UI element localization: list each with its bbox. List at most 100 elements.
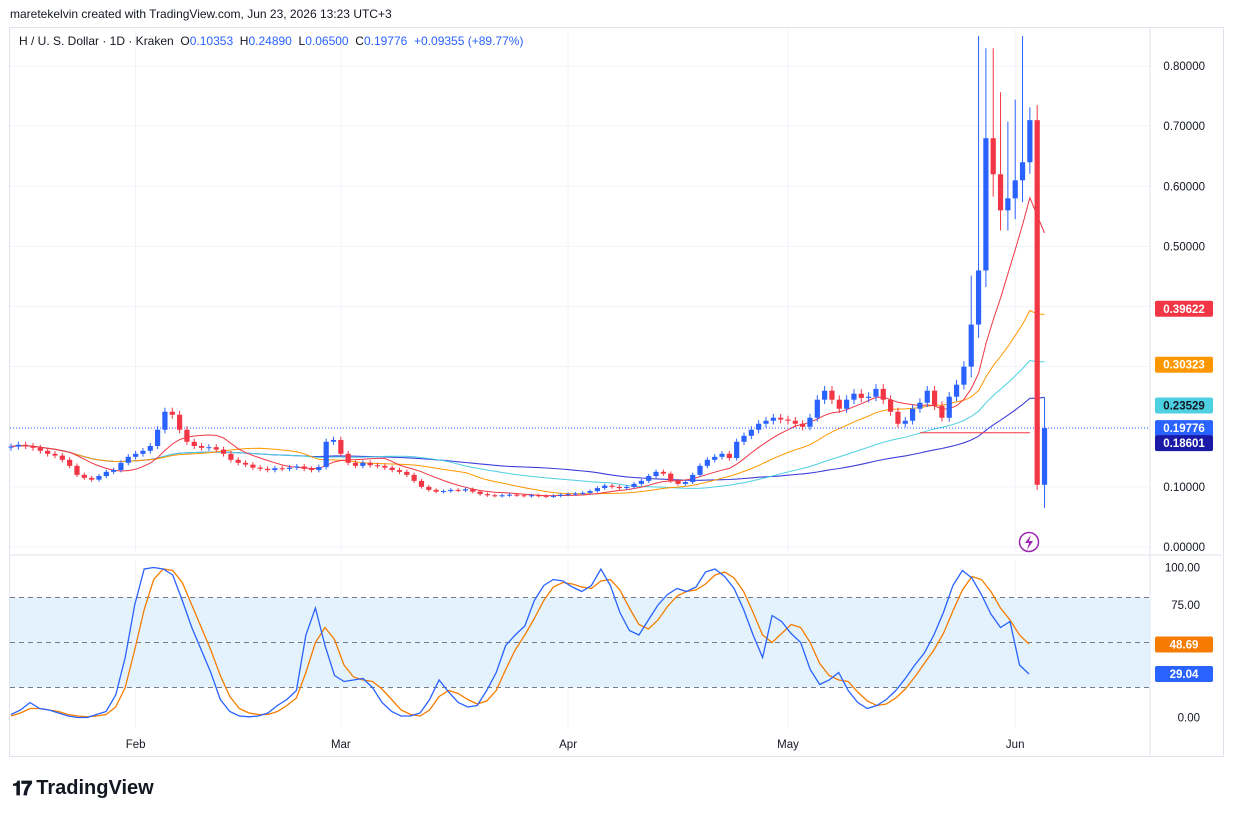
- candle-body: [550, 495, 557, 497]
- symbol-name[interactable]: H / U. S. Dollar · 1D · Kraken: [19, 34, 174, 48]
- candle-body: [367, 462, 373, 466]
- candle-body: [484, 494, 491, 496]
- candle-body: [712, 456, 718, 460]
- candle-body: [89, 477, 95, 480]
- price-axis[interactable]: 0.80000 0.70000 0.60000 0.50000 0.10000 0.000…: [1163, 61, 1205, 554]
- osc-tag-bg: [1155, 665, 1213, 682]
- symbol-legend: H / U. S. Dollar · 1D · Kraken O0.10353 …: [19, 34, 523, 48]
- price-tick-label: 0.10000: [1163, 482, 1205, 494]
- candle-body: [778, 417, 784, 420]
- candle-body: [440, 491, 447, 493]
- time-axis[interactable]: Feb Mar Apr May Jun: [126, 739, 1025, 751]
- candle-body: [587, 491, 593, 493]
- candle-body: [543, 495, 549, 497]
- candle-body: [631, 483, 637, 487]
- candle-body: [213, 447, 219, 450]
- attribution-header: maretekelvin created with TradingView.co…: [10, 7, 392, 21]
- candle-body: [756, 423, 762, 430]
- candle-body: [931, 390, 938, 406]
- candle-body: [52, 453, 58, 456]
- candle-body: [506, 494, 513, 496]
- candle-body: [455, 489, 461, 491]
- candle-body: [602, 485, 608, 489]
- candle-body: [264, 468, 271, 471]
- candle-body: [873, 388, 879, 397]
- candle-body: [726, 453, 732, 459]
- price-tag-bg: [1155, 435, 1213, 452]
- high-label: H: [239, 34, 249, 48]
- candle-body: [997, 174, 1004, 211]
- candle-body: [360, 462, 366, 466]
- price-tag-bg: [1155, 356, 1213, 373]
- candle-body: [888, 399, 894, 412]
- candle-body: [272, 468, 278, 471]
- candle-body: [74, 465, 80, 475]
- candle-body: [37, 447, 43, 451]
- candle-body: [499, 495, 505, 497]
- candle-body: [191, 441, 197, 446]
- candle-body: [308, 468, 315, 471]
- stoch-k-line: [10, 566, 1030, 719]
- candle-body: [675, 480, 681, 484]
- candle-body: [800, 423, 806, 427]
- candle-body: [294, 466, 300, 468]
- candle-body: [975, 270, 982, 325]
- osc-tick-label: 0.00: [1178, 713, 1200, 725]
- candle-body: [198, 445, 205, 448]
- tradingview-logo[interactable]: 𝟏𝟕 TradingView: [12, 776, 154, 800]
- candle-body: [206, 447, 212, 449]
- chart-frame: [9, 27, 1224, 757]
- price-tick-label: 0.80000: [1163, 61, 1205, 73]
- candle-body: [470, 489, 476, 492]
- candle-body: [902, 420, 908, 424]
- candle-body: [734, 441, 740, 459]
- candle-body: [704, 459, 710, 466]
- candle-body: [81, 474, 87, 478]
- price-tag-bg: [1155, 420, 1213, 437]
- ma-fast-line: [10, 196, 1045, 497]
- flash-icon[interactable]: [1018, 531, 1040, 553]
- candle-body: [917, 402, 923, 409]
- candle-body: [521, 495, 527, 497]
- candle-body: [609, 485, 615, 487]
- candle-body: [162, 411, 168, 430]
- candle-body: [67, 459, 73, 466]
- candle-body: [653, 471, 659, 477]
- candle-body: [118, 462, 124, 471]
- candle-body: [785, 419, 791, 421]
- candle-body: [220, 449, 227, 454]
- candle-body: [374, 465, 381, 467]
- oscillator-axis[interactable]: 100.00 75.00 0.00: [1165, 563, 1200, 725]
- candle-body: [30, 445, 36, 448]
- candle-body: [133, 453, 139, 457]
- candle-body: [668, 473, 674, 481]
- candle-body: [616, 486, 622, 489]
- open-label: O: [180, 34, 190, 48]
- candle-body: [660, 471, 666, 474]
- candle-body: [1034, 120, 1040, 485]
- time-tick-label: Apr: [559, 739, 577, 751]
- candle-body: [1027, 120, 1033, 163]
- candle-body: [1041, 428, 1048, 485]
- candle-body: [316, 467, 322, 471]
- candle-body: [807, 417, 813, 427]
- candle-body: [939, 405, 945, 418]
- candle-body: [748, 429, 754, 436]
- candle-body: [822, 390, 828, 400]
- candle-body: [330, 439, 337, 442]
- candle-body: [536, 495, 542, 497]
- candle-body: [580, 492, 586, 494]
- candle-body: [228, 453, 234, 460]
- candle-body: [8, 446, 14, 448]
- candlestick-series: [8, 36, 1048, 508]
- tradingview-logo-icon: 𝟏𝟕: [12, 776, 32, 800]
- candle-body: [176, 414, 183, 430]
- candle-body: [242, 462, 249, 465]
- candle-body: [155, 429, 161, 446]
- candle-body: [433, 489, 439, 492]
- price-tags: 0.39622 0.30323 0.23529 0.19776 0.18601 48.69…: [1155, 300, 1213, 682]
- candle-body: [448, 489, 454, 492]
- high-value: 0.24890: [248, 34, 292, 48]
- candle-body: [59, 455, 65, 460]
